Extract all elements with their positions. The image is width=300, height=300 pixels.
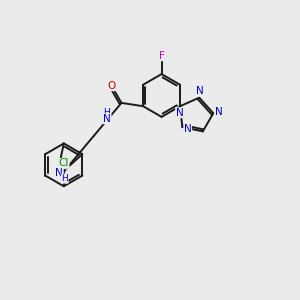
Text: H: H [103,108,110,117]
Text: F: F [159,51,164,61]
Text: N: N [56,168,63,178]
Text: N: N [215,107,223,117]
Text: Cl: Cl [58,158,69,168]
Text: N: N [103,114,111,124]
Text: O: O [107,81,116,91]
Text: N: N [176,108,183,118]
Text: N: N [184,124,191,134]
Text: N: N [196,86,204,96]
Text: H: H [61,174,68,183]
